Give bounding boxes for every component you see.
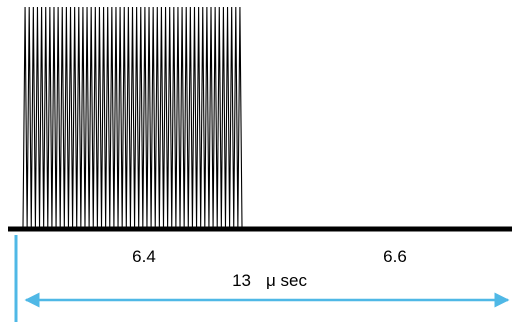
pulse-burst [22, 6, 243, 228]
burst-duration-label: 6.4 [132, 247, 156, 266]
period-unit-label: μ sec [266, 271, 307, 290]
gap-duration-label: 6.6 [383, 247, 407, 266]
period-label: 13 [232, 271, 251, 290]
